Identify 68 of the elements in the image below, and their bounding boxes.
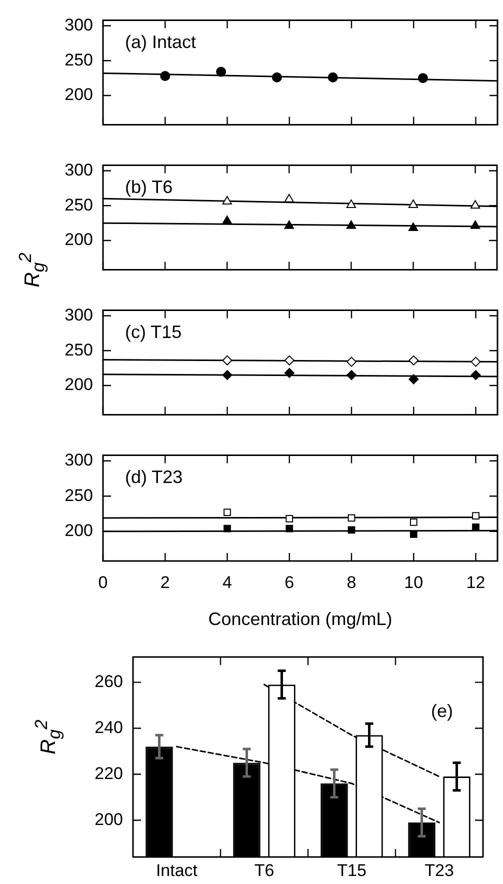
point bbox=[346, 220, 356, 229]
point bbox=[286, 515, 294, 522]
y-tick-label: 250 bbox=[64, 50, 93, 70]
x-tick-label: 4 bbox=[222, 572, 232, 592]
point bbox=[418, 73, 428, 84]
y-tick-label: 200 bbox=[94, 810, 123, 829]
annotation: (a) Intact bbox=[125, 32, 196, 52]
y-tick-label: 240 bbox=[94, 718, 123, 737]
point bbox=[470, 356, 481, 367]
point bbox=[222, 196, 232, 204]
point bbox=[222, 215, 232, 224]
point bbox=[408, 199, 418, 208]
annotation: (c) T15 bbox=[125, 322, 182, 342]
point bbox=[472, 512, 480, 520]
point bbox=[224, 508, 231, 516]
point bbox=[346, 370, 357, 380]
y-tick-label: 250 bbox=[64, 486, 93, 505]
point bbox=[272, 72, 282, 82]
annotation: (b) T6 bbox=[125, 177, 173, 198]
point bbox=[408, 355, 419, 366]
point bbox=[328, 72, 338, 82]
x-tick-label: 0 bbox=[98, 572, 108, 592]
point bbox=[410, 530, 418, 538]
x-tick-label: T15 bbox=[337, 860, 366, 880]
point bbox=[284, 368, 294, 378]
point bbox=[470, 370, 481, 380]
x-tick-label: 10 bbox=[404, 572, 424, 592]
x-tick-label: 8 bbox=[346, 572, 356, 592]
point bbox=[222, 355, 232, 366]
point bbox=[286, 524, 294, 532]
point bbox=[284, 194, 294, 202]
point bbox=[470, 200, 480, 209]
x-tick-label: 2 bbox=[160, 572, 170, 592]
point bbox=[216, 66, 226, 77]
annotation: (d) T23 bbox=[125, 467, 183, 488]
y-tick-label: 200 bbox=[64, 521, 93, 540]
y-tick-label: 200 bbox=[64, 375, 93, 394]
y-tick-label: 260 bbox=[94, 672, 123, 691]
point bbox=[224, 524, 231, 532]
y-tick-label: 250 bbox=[64, 340, 93, 360]
point bbox=[470, 220, 480, 229]
x-tick-label: 6 bbox=[284, 572, 294, 592]
point bbox=[472, 523, 480, 531]
x-tick-label: T6 bbox=[254, 860, 274, 880]
point bbox=[346, 199, 356, 208]
x-tick-label: T23 bbox=[424, 860, 454, 880]
point bbox=[348, 514, 356, 522]
point bbox=[222, 370, 232, 380]
point bbox=[408, 222, 418, 231]
y-tick-label: 200 bbox=[64, 85, 93, 104]
point bbox=[284, 220, 294, 229]
point bbox=[284, 355, 294, 366]
y-tick-label: 300 bbox=[64, 160, 93, 180]
y-tick-label: 300 bbox=[64, 450, 93, 470]
x-axis-title: Concentration (mg/mL) bbox=[208, 609, 392, 630]
point bbox=[408, 374, 419, 384]
x-tick-label: 12 bbox=[466, 572, 486, 592]
y-tick-label: 200 bbox=[64, 230, 93, 250]
y-tick-label: 220 bbox=[94, 764, 123, 783]
point bbox=[348, 526, 356, 534]
y-tick-label: 250 bbox=[64, 195, 93, 214]
y-tick-label: 300 bbox=[64, 305, 93, 324]
x-tick-label: Intact bbox=[156, 860, 198, 880]
point bbox=[346, 356, 357, 367]
point bbox=[410, 518, 418, 526]
y-tick-label: 300 bbox=[64, 15, 93, 34]
annotation: (e) bbox=[431, 701, 453, 721]
point bbox=[160, 70, 170, 81]
